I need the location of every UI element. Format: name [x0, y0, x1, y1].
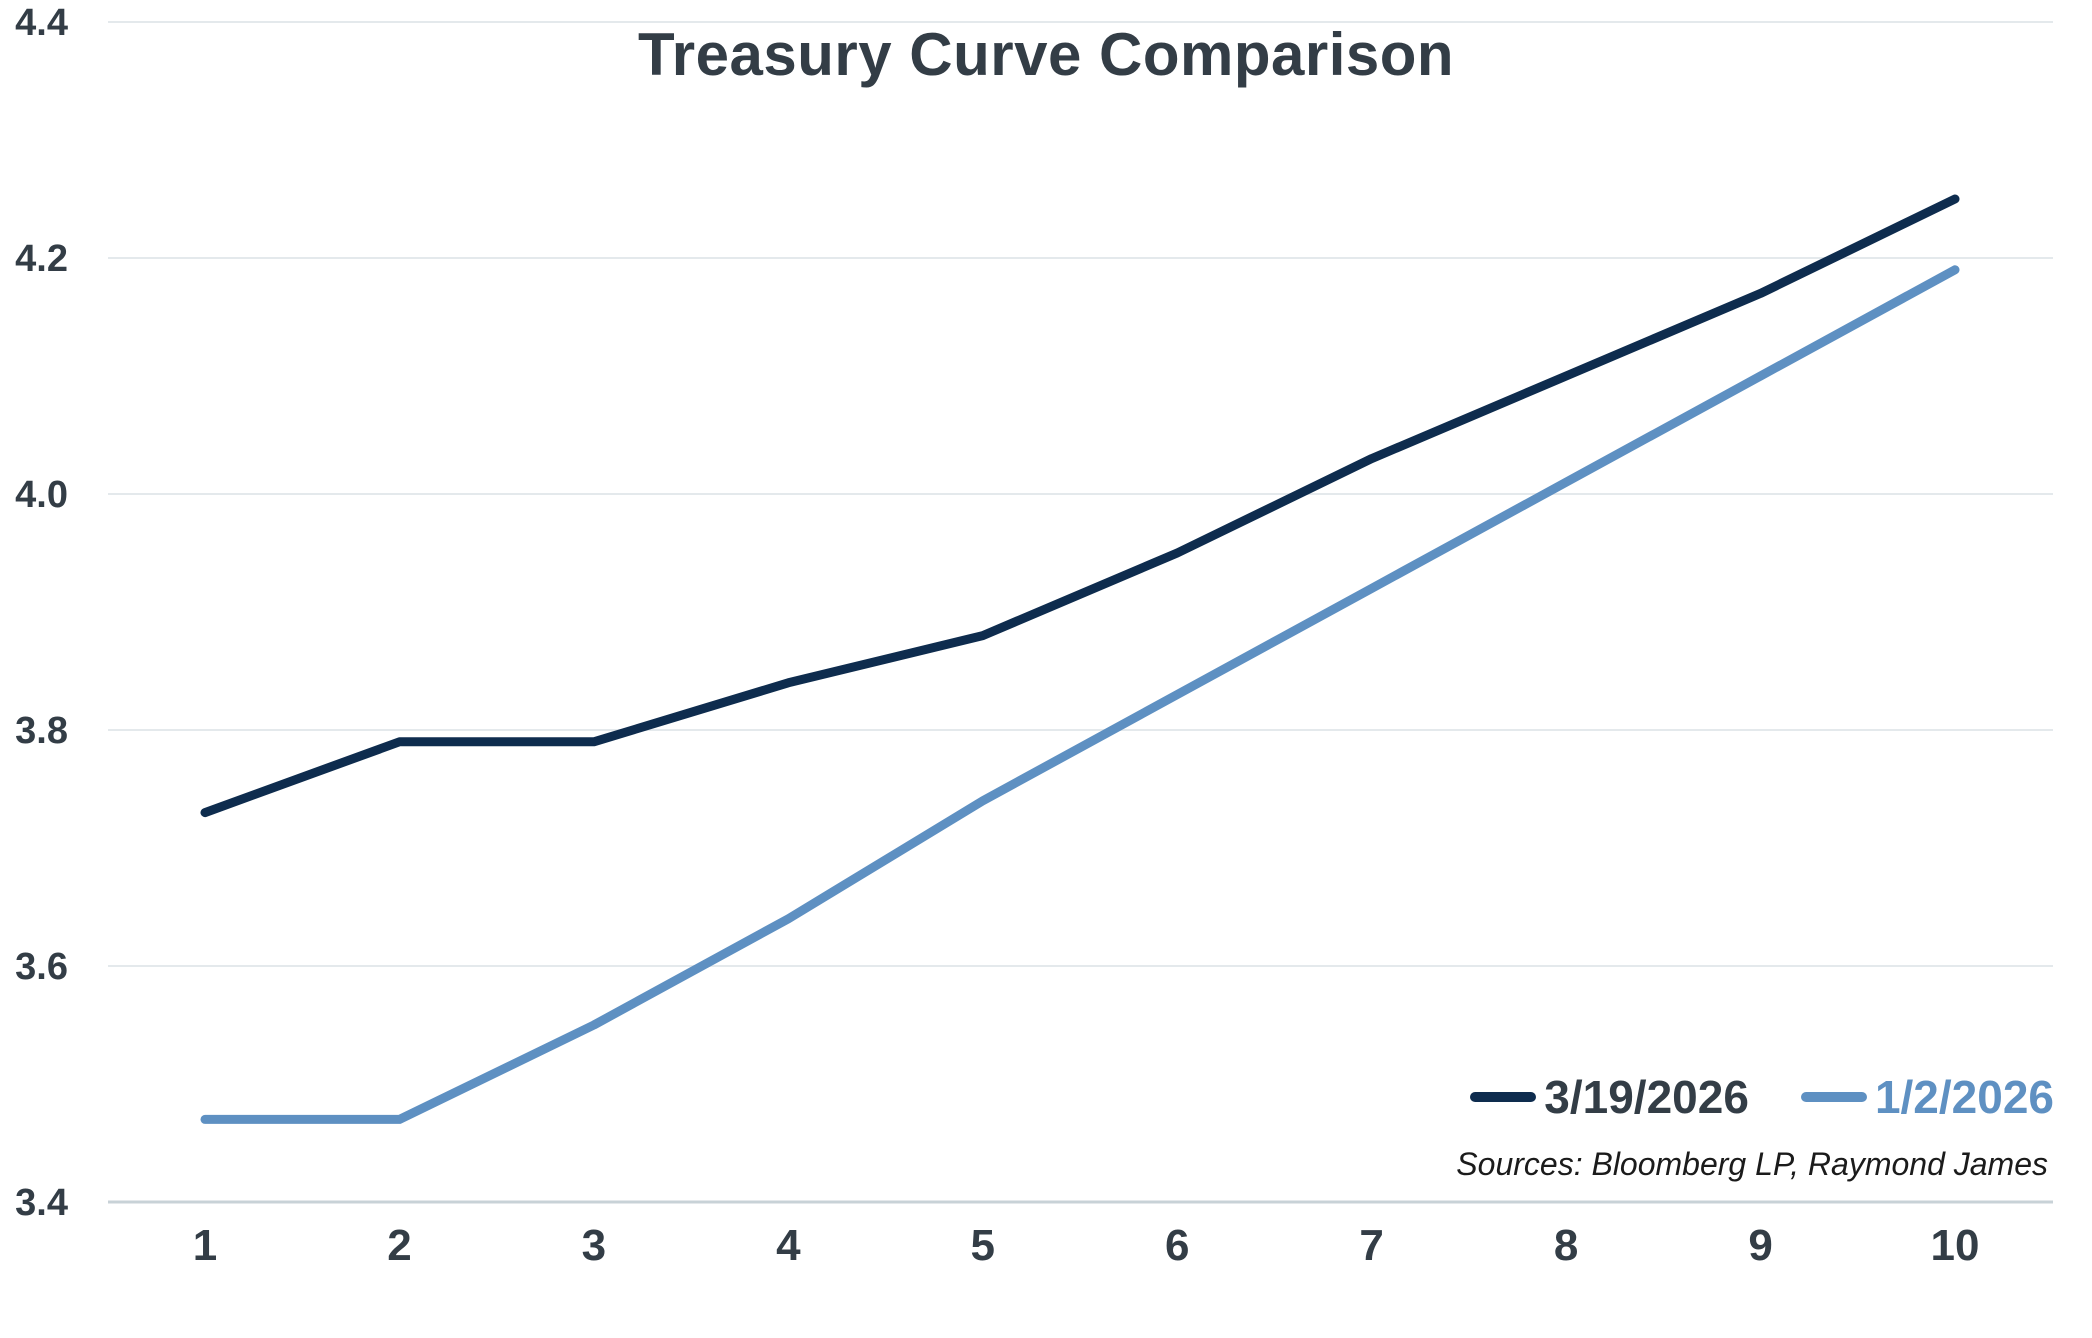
legend-label-0: 3/19/2026	[1544, 1071, 1749, 1123]
y-tick-label: 3.6	[15, 946, 68, 988]
legend-label-1: 1/2/2026	[1874, 1071, 2054, 1123]
x-tick-label: 1	[193, 1221, 217, 1270]
x-tick-label: 9	[1748, 1221, 1772, 1270]
y-tick-label: 4.0	[15, 474, 68, 516]
x-tick-label: 7	[1359, 1221, 1383, 1270]
series-line-1	[200, 265, 1960, 1124]
legend-item-series-0: 3/19/2026	[1470, 1070, 1749, 1124]
x-tick-label: 10	[1931, 1221, 1980, 1270]
legend-line-swatch-icon-0	[1470, 1092, 1537, 1102]
x-tick-label: 5	[971, 1221, 995, 1270]
chart-title: Treasury Curve Comparison	[637, 21, 1455, 88]
legend-line-swatch-icon-1	[1800, 1092, 1867, 1102]
sources-note: Sources: Bloomberg LP, Raymond James	[1456, 1146, 2048, 1182]
y-tick-label: 4.4	[15, 2, 68, 44]
x-tick-label: 6	[1165, 1221, 1189, 1270]
y-tick-label: 3.8	[15, 710, 68, 752]
y-tick-label: 3.4	[15, 1182, 68, 1224]
x-tick-label: 4	[776, 1221, 801, 1270]
series-line-0	[200, 194, 1960, 818]
x-tick-label: 2	[387, 1221, 411, 1270]
legend-item-series-1: 1/2/2026	[1800, 1070, 2054, 1124]
x-tick-label: 3	[582, 1221, 606, 1270]
x-tick-label: 8	[1554, 1221, 1578, 1270]
chart-legend: 3/19/2026 1/2/2026	[1470, 1070, 2054, 1124]
y-tick-label: 4.2	[15, 238, 68, 280]
